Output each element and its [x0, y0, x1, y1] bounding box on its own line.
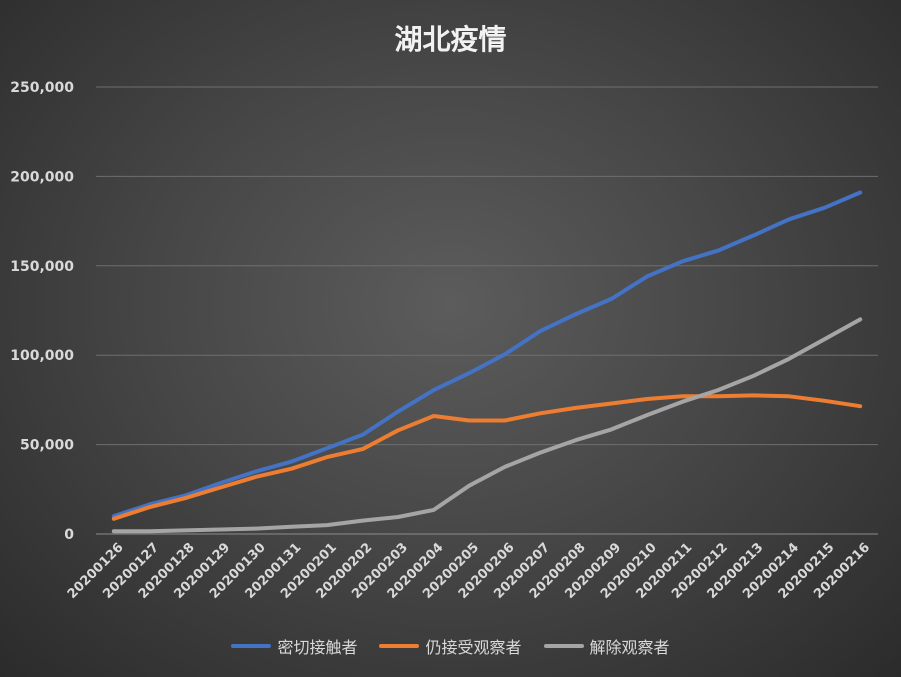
series-line-1	[111, 190, 863, 519]
legend-label: 密切接触者	[277, 638, 358, 657]
y-tick-label: 250,000	[10, 80, 74, 96]
legend-item: 解除观察者	[543, 634, 670, 658]
legend-item: 仍接受观察者	[379, 634, 522, 658]
legend-swatch	[379, 644, 420, 648]
y-tick-label: 50,000	[20, 438, 74, 454]
chart-title: 湖北疫情	[394, 23, 507, 56]
y-tick-label: 150,000	[10, 259, 74, 275]
series-line-3	[111, 317, 863, 534]
legend-label: 仍接受观察者	[425, 638, 522, 657]
y-tick-label: 0	[64, 527, 74, 543]
series-line-2	[111, 393, 863, 521]
y-tick-label: 200,000	[10, 169, 74, 185]
chart-legend: 密切接触者 仍接受观察者 解除观察者	[0, 634, 901, 658]
legend-label: 解除观察者	[589, 638, 670, 657]
legend-swatch	[543, 644, 584, 648]
y-tick-label: 100,000	[10, 348, 74, 364]
legend-swatch	[231, 644, 272, 648]
legend-item: 密切接触者	[231, 634, 357, 658]
